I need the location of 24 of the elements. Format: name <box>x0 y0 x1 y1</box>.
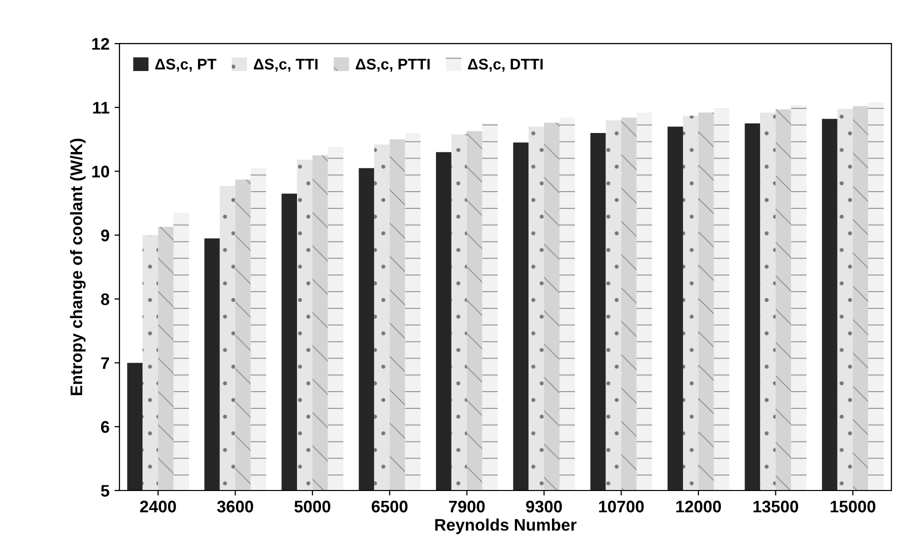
y-tick-label: 6 <box>101 421 110 433</box>
y-tick-label: 9 <box>101 230 110 242</box>
x-tick-label: 2400 <box>140 500 176 512</box>
legend-label: ΔS,c, PT <box>155 58 216 72</box>
x-tick-label: 9300 <box>526 500 562 512</box>
y-tick-label: 12 <box>92 38 110 50</box>
x-tick-label: 6500 <box>372 500 408 512</box>
legend-label: ΔS,c, DTTI <box>468 58 543 72</box>
y-tick-label: 11 <box>93 102 110 114</box>
x-tick-label: 13500 <box>754 500 798 512</box>
x-tick-label: 10700 <box>599 500 644 512</box>
y-tick-label: 10 <box>92 166 110 178</box>
x-tick-label: 7900 <box>449 500 485 512</box>
y-tick-label: 8 <box>101 293 110 306</box>
y-tick-label: 7 <box>101 357 110 369</box>
x-tick-label: 15000 <box>830 500 876 512</box>
y-axis-title: Entropy change of coolant (W/K) <box>70 138 86 396</box>
x-tick-label: 12000 <box>676 500 721 512</box>
x-axis-title: Reynolds Number <box>435 518 577 534</box>
x-tick-label: 3600 <box>217 500 254 512</box>
legend-label: ΔS,c, TTI <box>254 58 318 72</box>
y-tick-label: 5 <box>100 485 110 497</box>
x-tick-label: 5000 <box>294 500 330 512</box>
legend-label: ΔS,c, PTTI <box>356 58 430 72</box>
